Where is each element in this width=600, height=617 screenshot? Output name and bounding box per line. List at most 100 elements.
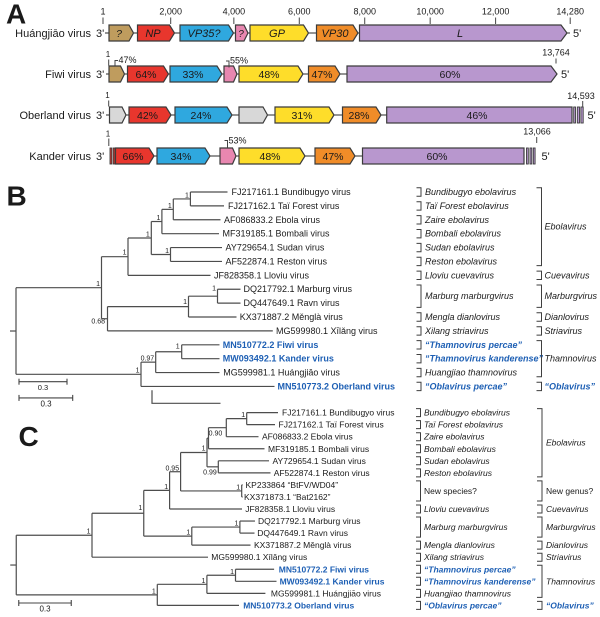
svg-text:Xilang striavirus: Xilang striavirus — [423, 552, 485, 562]
svg-text:AY729654.1 Sudan virus: AY729654.1 Sudan virus — [226, 243, 325, 253]
svg-text:14,593: 14,593 — [567, 91, 595, 101]
svg-text:64%: 64% — [135, 69, 156, 81]
svg-text:48%: 48% — [258, 69, 279, 81]
svg-text:VP35?: VP35? — [187, 28, 221, 40]
svg-text:Thamnovirus: Thamnovirus — [545, 354, 598, 364]
svg-text:KP233864 “BtFV/WD04”: KP233864 “BtFV/WD04” — [246, 480, 339, 490]
svg-text:AF086833.2 Ebola virus: AF086833.2 Ebola virus — [262, 432, 353, 442]
svg-text:3': 3' — [96, 69, 104, 81]
svg-text:DQ447649.1 Ravn virus: DQ447649.1 Ravn virus — [257, 528, 348, 538]
svg-text:KX371887.2 Měnglà virus: KX371887.2 Měnglà virus — [240, 312, 344, 322]
svg-text:0.68: 0.68 — [91, 319, 105, 326]
svg-text:14,280: 14,280 — [556, 7, 584, 17]
svg-text:Marburg marburgvirus: Marburg marburgvirus — [424, 522, 508, 532]
svg-text:MW093492.1 Kander virus: MW093492.1 Kander virus — [223, 354, 334, 364]
svg-text:GP: GP — [269, 28, 286, 40]
svg-text:JF828358.1 Lloviu virus: JF828358.1 Lloviu virus — [214, 270, 310, 280]
svg-text:MF319185.1 Bombali virus: MF319185.1 Bombali virus — [223, 229, 331, 239]
svg-text:1: 1 — [96, 281, 100, 288]
svg-text:NP: NP — [145, 28, 161, 40]
svg-text:“Oblavirus percae”: “Oblavirus percae” — [424, 600, 502, 610]
svg-text:1: 1 — [105, 91, 110, 100]
svg-text:Thamnovirus: Thamnovirus — [546, 576, 596, 586]
svg-text:1: 1 — [212, 286, 216, 293]
svg-text:4,000: 4,000 — [223, 7, 246, 17]
svg-text:Taï Forest ebolavirus: Taï Forest ebolavirus — [425, 201, 509, 211]
svg-text:“Thamnovirus kanderense”: “Thamnovirus kanderense” — [424, 576, 536, 586]
svg-text:Ebolavirus: Ebolavirus — [545, 222, 588, 232]
svg-text:C: C — [19, 421, 39, 452]
svg-text:1: 1 — [152, 588, 156, 595]
svg-text:Reston ebolavirus: Reston ebolavirus — [425, 256, 498, 266]
svg-text:MF319185.1 Bombali virus: MF319185.1 Bombali virus — [268, 444, 369, 454]
svg-text:31%: 31% — [291, 110, 312, 122]
svg-text:47%: 47% — [119, 55, 137, 65]
svg-text:5': 5' — [542, 151, 550, 163]
svg-text:L: L — [457, 28, 463, 40]
svg-text:66%: 66% — [122, 151, 143, 163]
svg-text:FJ217161.1 Bundibugyo virus: FJ217161.1 Bundibugyo virus — [232, 187, 352, 197]
svg-text:1: 1 — [185, 192, 189, 199]
svg-text:MG599980.1 Xīlǎng virus: MG599980.1 Xīlǎng virus — [276, 326, 378, 336]
svg-text:Lloviu cuevavirus: Lloviu cuevavirus — [424, 504, 490, 514]
svg-text:Reston ebolavirus: Reston ebolavirus — [424, 468, 493, 478]
svg-text:KX371873.1 “Bat2162”: KX371873.1 “Bat2162” — [244, 492, 331, 502]
svg-text:MG599981.1 Huángjiāo virus: MG599981.1 Huángjiāo virus — [223, 368, 340, 378]
svg-text:MG599980.1 Xīlǎng virus: MG599980.1 Xīlǎng virus — [211, 552, 307, 562]
svg-text:12,000: 12,000 — [482, 7, 510, 17]
svg-text:Huangjiao thamnovirus: Huangjiao thamnovirus — [425, 368, 518, 378]
svg-text:“Thamnovirus percae”: “Thamnovirus percae” — [425, 340, 523, 350]
svg-text:Striavirus: Striavirus — [546, 552, 582, 562]
svg-text:Dianlovirus: Dianlovirus — [546, 540, 589, 550]
svg-text:FJ217162.1 Taï Forest virus: FJ217162.1 Taï Forest virus — [228, 201, 340, 211]
svg-text:Cuevavirus: Cuevavirus — [546, 504, 589, 514]
svg-text:MW093492.1 Kander virus: MW093492.1 Kander virus — [280, 576, 385, 586]
svg-text:1: 1 — [164, 484, 168, 491]
svg-text:1: 1 — [241, 412, 245, 419]
svg-text:1: 1 — [234, 521, 238, 528]
svg-text:?: ? — [116, 28, 122, 40]
svg-text:“Oblavirus”: “Oblavirus” — [546, 600, 594, 610]
svg-text:1: 1 — [87, 529, 91, 536]
svg-text:47%: 47% — [322, 151, 343, 163]
svg-text:Sudan ebolavirus: Sudan ebolavirus — [425, 243, 495, 253]
svg-text:48%: 48% — [259, 151, 280, 163]
svg-text:Kander virus: Kander virus — [29, 151, 91, 163]
svg-text:0.3: 0.3 — [40, 400, 52, 409]
svg-text:MN510772.2 Fiwi virus: MN510772.2 Fiwi virus — [279, 564, 370, 574]
svg-text:24%: 24% — [190, 110, 211, 122]
svg-text:MG599981.1 Huángjiāo virus: MG599981.1 Huángjiāo virus — [271, 588, 381, 598]
svg-text:5': 5' — [588, 110, 596, 122]
svg-text:Lloviu cuevavirus: Lloviu cuevavirus — [425, 270, 495, 280]
svg-text:1: 1 — [202, 446, 206, 453]
svg-text:New genus?: New genus? — [546, 486, 594, 496]
svg-text:60%: 60% — [439, 69, 460, 81]
svg-text:Marburg marburgvirus: Marburg marburgvirus — [425, 291, 514, 301]
svg-text:46%: 46% — [466, 110, 487, 122]
svg-text:1: 1 — [230, 569, 234, 576]
svg-text:1: 1 — [100, 7, 105, 17]
svg-text:55%: 55% — [230, 56, 248, 66]
svg-text:Huangjiao thamnovirus: Huangjiao thamnovirus — [424, 588, 512, 598]
svg-text:Huángjiāo virus: Huángjiāo virus — [15, 28, 91, 40]
svg-text:KX371887.2 Měnglà virus: KX371887.2 Měnglà virus — [254, 540, 351, 550]
svg-text:“Thamnovirus kanderense”: “Thamnovirus kanderense” — [425, 354, 544, 364]
svg-text:28%: 28% — [348, 110, 369, 122]
svg-text:A: A — [6, 0, 26, 30]
svg-text:1: 1 — [168, 203, 172, 210]
svg-text:0.97: 0.97 — [141, 356, 155, 363]
svg-text:1: 1 — [123, 250, 127, 257]
svg-text:1: 1 — [138, 505, 142, 512]
svg-text:1: 1 — [156, 215, 160, 222]
svg-text:Zaire ebolavirus: Zaire ebolavirus — [424, 215, 490, 225]
svg-text:Dianlovirus: Dianlovirus — [545, 312, 590, 322]
svg-text:“Oblavirus”: “Oblavirus” — [545, 381, 596, 391]
svg-text:1: 1 — [106, 50, 111, 59]
svg-text:8,000: 8,000 — [353, 7, 376, 17]
svg-text:0.3: 0.3 — [38, 383, 48, 392]
svg-text:42%: 42% — [137, 110, 158, 122]
svg-text:DQ217792.1 Marburg virus: DQ217792.1 Marburg virus — [258, 516, 361, 526]
svg-text:AF086833.2 Ebola virus: AF086833.2 Ebola virus — [224, 215, 321, 225]
svg-text:Marburgvirus: Marburgvirus — [545, 291, 598, 301]
svg-text:Oberland virus: Oberland virus — [19, 110, 91, 122]
